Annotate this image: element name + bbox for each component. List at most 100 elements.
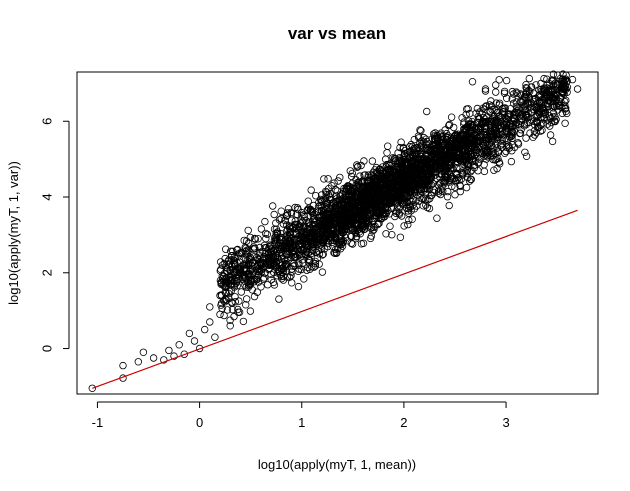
- data-point: [443, 141, 452, 149]
- data-point: [220, 311, 228, 320]
- data-point: [416, 150, 425, 159]
- data-point: [329, 225, 338, 234]
- data-point: [322, 194, 330, 202]
- data-point: [329, 199, 338, 207]
- data-point: [299, 259, 307, 267]
- data-point: [372, 170, 380, 179]
- data-point: [381, 155, 390, 163]
- data-point: [384, 178, 393, 187]
- data-point: [428, 157, 436, 165]
- data-point: [548, 137, 557, 146]
- data-point: [409, 161, 417, 170]
- data-point: [119, 361, 127, 370]
- data-point: [408, 215, 416, 223]
- data-point: [226, 322, 234, 330]
- data-point: [465, 177, 474, 185]
- data-point: [552, 83, 561, 91]
- data-point: [490, 166, 498, 174]
- data-point: [317, 245, 326, 253]
- data-point: [237, 248, 246, 257]
- data-point: [345, 182, 353, 191]
- data-point: [522, 107, 530, 115]
- data-point: [423, 166, 431, 174]
- data-point: [448, 164, 457, 173]
- data-point: [261, 229, 270, 238]
- data-point: [253, 288, 261, 296]
- y-tick-label: 0: [39, 345, 54, 352]
- data-point: [287, 208, 295, 217]
- data-point: [543, 75, 551, 83]
- data-point: [228, 305, 237, 314]
- data-point: [441, 126, 449, 134]
- data-point: [419, 202, 427, 210]
- data-point: [298, 250, 306, 258]
- data-point: [486, 107, 494, 115]
- data-point: [357, 161, 365, 170]
- data-point: [358, 195, 366, 204]
- data-point: [416, 139, 424, 148]
- data-point: [424, 171, 433, 179]
- data-point: [465, 139, 473, 148]
- data-point: [323, 233, 331, 242]
- data-point: [281, 216, 289, 225]
- data-point: [336, 173, 344, 182]
- data-point: [474, 118, 482, 126]
- data-point: [290, 236, 299, 245]
- data-point: [243, 256, 251, 265]
- data-point: [369, 227, 377, 235]
- data-point: [536, 127, 545, 135]
- x-axis-label: log10(apply(myT, 1, mean)): [258, 457, 416, 472]
- data-point: [330, 179, 338, 187]
- data-point: [440, 167, 448, 175]
- data-point: [303, 228, 311, 236]
- data-point: [496, 117, 505, 126]
- data-point: [366, 200, 374, 208]
- data-point: [532, 112, 540, 120]
- data-point: [220, 297, 228, 305]
- data-point: [315, 250, 324, 258]
- data-point: [285, 222, 294, 230]
- data-point: [276, 271, 285, 279]
- data-point: [545, 88, 553, 96]
- data-point: [309, 240, 317, 248]
- data-point: [319, 250, 327, 258]
- data-point: [526, 129, 534, 137]
- data-point: [253, 275, 261, 284]
- data-point: [559, 70, 567, 78]
- data-point: [544, 94, 552, 102]
- data-point: [231, 298, 239, 306]
- data-point: [239, 275, 247, 283]
- data-point: [391, 212, 399, 221]
- data-point: [500, 87, 509, 96]
- data-point: [289, 223, 297, 232]
- data-point: [231, 293, 239, 301]
- data-point: [283, 211, 291, 219]
- data-point: [387, 176, 395, 184]
- data-point: [321, 214, 329, 222]
- data-point: [510, 114, 518, 122]
- data-point: [274, 236, 282, 245]
- data-point: [272, 232, 280, 240]
- data-point: [324, 184, 333, 193]
- data-point: [384, 187, 392, 196]
- data-point: [317, 201, 326, 210]
- data-point: [399, 144, 408, 152]
- data-point: [269, 202, 277, 210]
- data-point: [333, 248, 341, 257]
- data-point: [306, 207, 315, 215]
- data-point: [272, 240, 280, 248]
- data-point: [180, 350, 188, 358]
- data-point: [292, 224, 300, 233]
- data-point: [257, 283, 265, 291]
- data-point: [230, 312, 238, 321]
- data-point: [269, 248, 277, 256]
- data-point: [543, 90, 551, 99]
- data-point: [369, 189, 377, 198]
- data-point: [367, 224, 375, 232]
- data-point: [457, 175, 465, 183]
- data-point: [389, 195, 398, 204]
- data-point: [436, 190, 445, 199]
- data-point: [468, 140, 476, 148]
- data-point: [271, 252, 279, 261]
- data-point: [551, 117, 559, 126]
